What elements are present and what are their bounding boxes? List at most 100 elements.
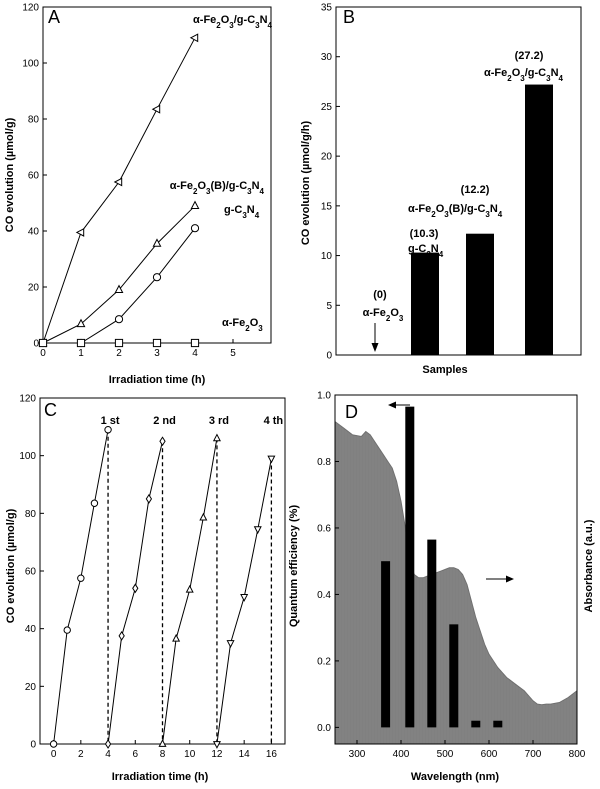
panel-a-series-label: α-Fe2O3(B)/g-C3N4 <box>170 180 265 196</box>
panel-b-frame <box>335 6 582 356</box>
label-text: N <box>260 14 268 26</box>
panel-c-data-point <box>240 594 249 602</box>
subscript: 3 <box>229 21 234 30</box>
subscript: 3 <box>399 314 404 323</box>
label-text: O <box>221 14 230 26</box>
panel-c-data-point <box>185 584 194 593</box>
label-text: O <box>390 307 399 319</box>
panel-b-value-label: (0) <box>373 289 387 301</box>
panel-d-bar <box>381 561 391 728</box>
panel-d-y-tick-label: 0.0 <box>317 723 331 734</box>
panel-c-y-tick-label: 20 <box>25 682 37 693</box>
panel-c-plot-area: 0 20 40 60 80 100 120 0 2 4 6 8 10 12 14 16 1 st 2 nd 3 rd… <box>19 394 286 760</box>
panel-a-y-tick-label: 80 <box>28 115 40 126</box>
panel-b-bar <box>466 233 494 355</box>
panel-b-y-tick-label: 5 <box>326 301 332 312</box>
panel-a-frame <box>42 6 272 344</box>
panel-a-x-tick-label: 0 <box>40 348 46 359</box>
subscript: 3 <box>206 187 211 196</box>
label-text: g-C <box>408 243 426 255</box>
panel-c-data-point <box>172 633 181 642</box>
panel-b-category-label: α-Fe2O3/g-C3N4 <box>484 67 564 83</box>
label-text: (B)/g-C <box>210 180 247 192</box>
panel-c-data-point <box>90 499 99 507</box>
panel-a-x-tick-label: 4 <box>192 348 198 359</box>
panel-b-bar <box>525 84 553 355</box>
panel-a-y-tick-label: 60 <box>28 171 40 182</box>
panel-c-y-axis-title: CO evolution (µmol/g) <box>5 508 17 623</box>
panel-a-data-point <box>75 227 85 237</box>
panel-c-cycle-label: 3 rd <box>209 415 229 427</box>
subscript: 4 <box>255 211 260 220</box>
panel-b-y-tick-label: 0 <box>326 351 332 362</box>
label-text: α-Fe <box>170 180 193 192</box>
subscript: 3 <box>258 324 263 333</box>
label-text: /g-C <box>234 14 255 26</box>
label-text: g-C <box>224 204 242 216</box>
panel-c-x-tick-label: 16 <box>266 749 278 760</box>
label-text: O <box>436 203 445 215</box>
panel-d-letter: D <box>345 402 358 422</box>
panel-a-data-point <box>114 338 124 348</box>
panel-a-y-tick-label: 0 <box>33 339 39 350</box>
panel-b-category-label: α-Fe2O3(B)/g-C3N4 <box>408 203 503 219</box>
panel-a-data-point <box>114 284 124 293</box>
panel-a-x-tick-label: 3 <box>154 348 160 359</box>
panel-b-bar <box>411 252 439 355</box>
subscript: 2 <box>386 314 391 323</box>
panel-a-data-point <box>190 200 200 209</box>
subscript: 3 <box>546 74 551 83</box>
label-text: α-Fe <box>193 14 216 26</box>
panel-d-y-tick-label: 0.2 <box>317 656 331 667</box>
panel-a-letter: A <box>48 7 60 27</box>
subscript: 4 <box>439 250 444 259</box>
label-text: N <box>247 204 255 216</box>
panel-a-series-label: α-Fe2O3/g-C3N4 <box>193 14 273 30</box>
panel-c-data-point <box>199 512 208 521</box>
label-text: /g-C <box>525 67 546 79</box>
panel-d-x-tick-label: 800 <box>569 749 586 760</box>
panel-b-plot-area: 0 5 10 15 20 25 30 35 <box>321 3 582 362</box>
panel-c-y-tick-label: 120 <box>19 394 36 405</box>
label-text: (B)/g-C <box>449 203 486 215</box>
panel-c-x-tick-label: 2 <box>78 749 84 760</box>
panel-c-data-point <box>226 640 235 648</box>
panel-d-bar <box>471 720 481 728</box>
panel-d-x-tick-label: 500 <box>437 749 454 760</box>
label-text: O <box>197 180 206 192</box>
label-text: α-Fe <box>408 203 431 215</box>
panel-c-data-point <box>63 626 71 634</box>
panel-b-annotations: (0)α-Fe2O3(10.3)g-C3N4(12.2)α-Fe2O3(B)/g… <box>363 50 564 323</box>
label-text: N <box>490 203 498 215</box>
panel-c-x-axis-title: Irradiation time (h) <box>112 771 209 783</box>
label-text: N <box>551 67 559 79</box>
subscript: 3 <box>485 210 490 219</box>
panel-c-x-tick-label: 14 <box>239 749 251 760</box>
panel-d-x-tick-label: 600 <box>481 749 498 760</box>
panel-c-data-point <box>132 583 139 594</box>
panel-c-x-tick-label: 12 <box>211 749 223 760</box>
subscript: 2 <box>431 210 436 219</box>
panel-d-bar <box>449 624 459 728</box>
panel-d-right-axis-arrow-head <box>506 575 514 583</box>
panel-d-absorbance-area <box>334 420 578 745</box>
panel-c-data-point <box>104 739 112 749</box>
panel-c-y-tick-label: 80 <box>25 509 37 520</box>
panel-a-data-point <box>189 33 199 43</box>
label-text: O <box>512 67 521 79</box>
panel-d-x-tick-label: 300 <box>349 749 366 760</box>
panel-c-cycle-label: 4 th <box>264 415 284 427</box>
panel-c-x-tick-label: 4 <box>105 749 111 760</box>
panel-a-data-point <box>113 177 123 187</box>
panel-b-value-label: (27.2) <box>515 50 544 62</box>
panel-a-data-point <box>190 224 200 233</box>
label-text: O <box>250 317 259 329</box>
label-text: N <box>252 180 260 192</box>
panel-d-x-axis-title: Wavelength (nm) <box>411 771 500 783</box>
panel-a-data-point <box>190 338 200 348</box>
panel-a-y-tick-label: 40 <box>28 227 40 238</box>
panel-b-zero-arrow-head <box>371 343 379 352</box>
subscript: 3 <box>520 74 525 83</box>
